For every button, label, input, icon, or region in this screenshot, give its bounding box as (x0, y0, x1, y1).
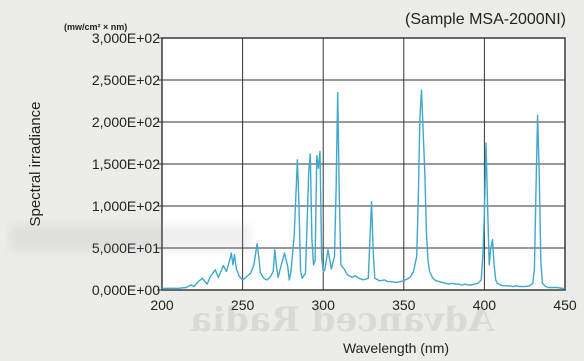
x-tick-label: 450 (553, 297, 577, 313)
y-tick-label: 3,000E+02 (92, 30, 160, 46)
y-tick-label: 1,500E+02 (92, 156, 160, 172)
x-tick-labels: 200 250 300 350 400 450 (150, 297, 577, 313)
x-tick-label: 400 (473, 297, 497, 313)
x-tick-label: 350 (392, 297, 416, 313)
bleed-through-smudge (10, 225, 250, 251)
x-axis-label: Wavelength (nm) (343, 340, 449, 356)
chart-title: (Sample MSA-2000NI) (405, 11, 566, 28)
y-tick-label: 1,000E+02 (92, 198, 160, 214)
y-tick-labels: 0,000E+00 5,000E+01 1,000E+02 1,500E+02 2,00… (92, 30, 160, 298)
x-tick-label: 250 (231, 297, 255, 313)
y-tick-label: 0,000E+00 (92, 282, 160, 298)
x-tick-label: 200 (150, 297, 174, 313)
y-tick-label: 2,500E+02 (92, 72, 160, 88)
y-axis-label: Spectral irradiance (27, 101, 44, 226)
grid-lines (157, 37, 566, 291)
bleed-through-text: Advanced Radia (190, 300, 495, 340)
spectrum-line (162, 89, 565, 289)
x-tick-label: 300 (312, 297, 336, 313)
y-tick-label: 5,000E+01 (92, 240, 160, 256)
unit-label: (mw/cm² × nm) (64, 22, 127, 32)
y-tick-label: 2,000E+02 (92, 114, 160, 130)
